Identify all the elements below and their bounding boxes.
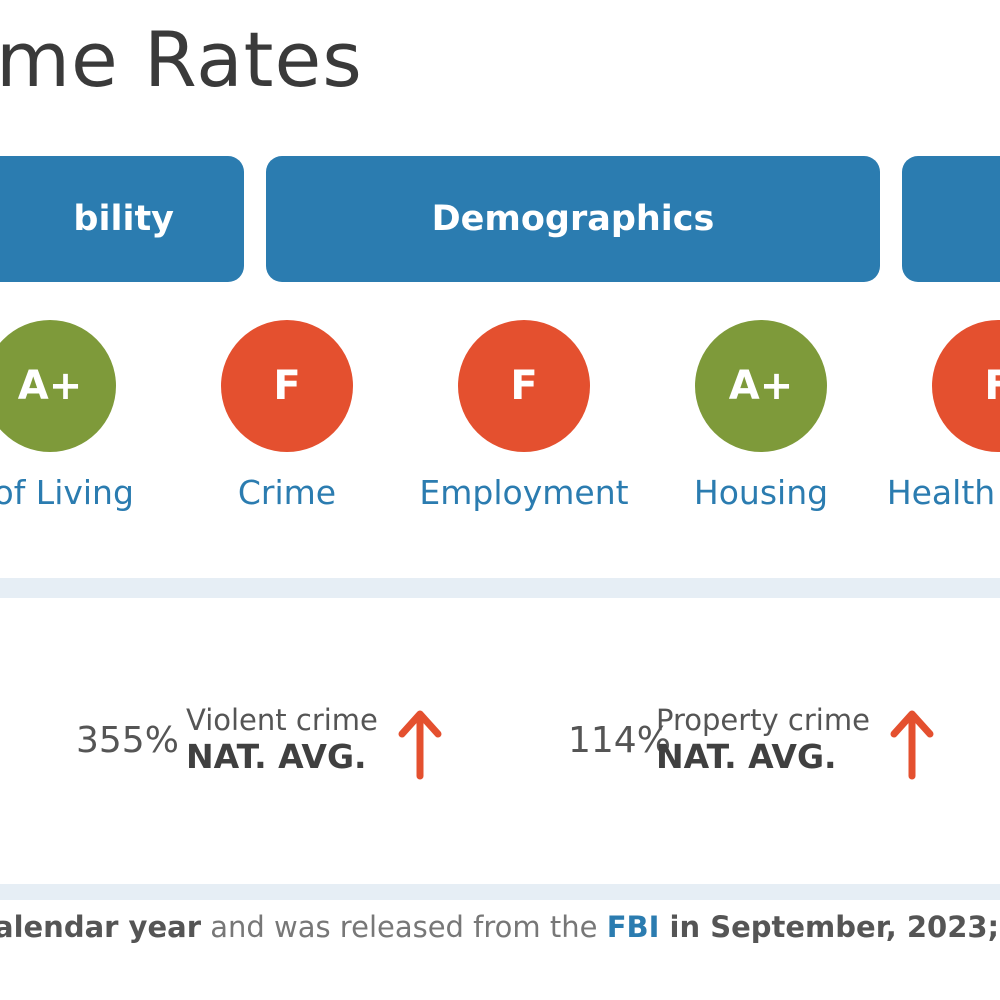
- grade-badge-crime[interactable]: F: [221, 320, 353, 452]
- section-divider-top: [0, 578, 1000, 598]
- footnote-year: alendar year: [0, 910, 201, 944]
- footnote-text: and was released from the: [201, 910, 607, 944]
- data-source-note: alendar year and was released from the F…: [0, 904, 1000, 950]
- property-crime-percent: 114%: [568, 720, 671, 761]
- grade-badge-cost-of-living[interactable]: A+: [0, 320, 116, 452]
- grade-badge-housing[interactable]: A+: [695, 320, 827, 452]
- fbi-link[interactable]: FBI: [606, 910, 660, 944]
- tab-demographics[interactable]: Demographics: [266, 156, 880, 282]
- up-arrow-icon: [890, 710, 934, 780]
- property-crime-comparison: NAT. AVG.: [656, 737, 837, 776]
- up-arrow-icon: [398, 710, 442, 780]
- grade-label-cost-of-living[interactable]: t of Living: [0, 473, 134, 512]
- tab-next[interactable]: [902, 156, 1000, 282]
- grade-badge-health[interactable]: F: [932, 320, 1000, 452]
- footnote-date: in September, 2023;: [659, 910, 1000, 944]
- grade-label-health[interactable]: Health: [886, 473, 996, 512]
- tab-livability-label: bility: [73, 199, 174, 239]
- section-divider-bottom: [0, 884, 1000, 900]
- property-crime-label: Property crime: [656, 703, 870, 737]
- grade-badge-employment[interactable]: F: [458, 320, 590, 452]
- violent-crime-percent: 355%: [76, 720, 179, 761]
- tab-demographics-label: Demographics: [431, 199, 715, 239]
- grade-label-housing[interactable]: Housing: [693, 473, 829, 512]
- page-title: me Rates: [0, 15, 363, 104]
- violent-crime-label: Violent crime: [186, 703, 378, 737]
- violent-crime-comparison: NAT. AVG.: [186, 737, 367, 776]
- tab-livability[interactable]: bility: [0, 156, 244, 282]
- grade-label-crime[interactable]: Crime: [237, 473, 337, 512]
- grade-label-employment[interactable]: Employment: [419, 473, 629, 512]
